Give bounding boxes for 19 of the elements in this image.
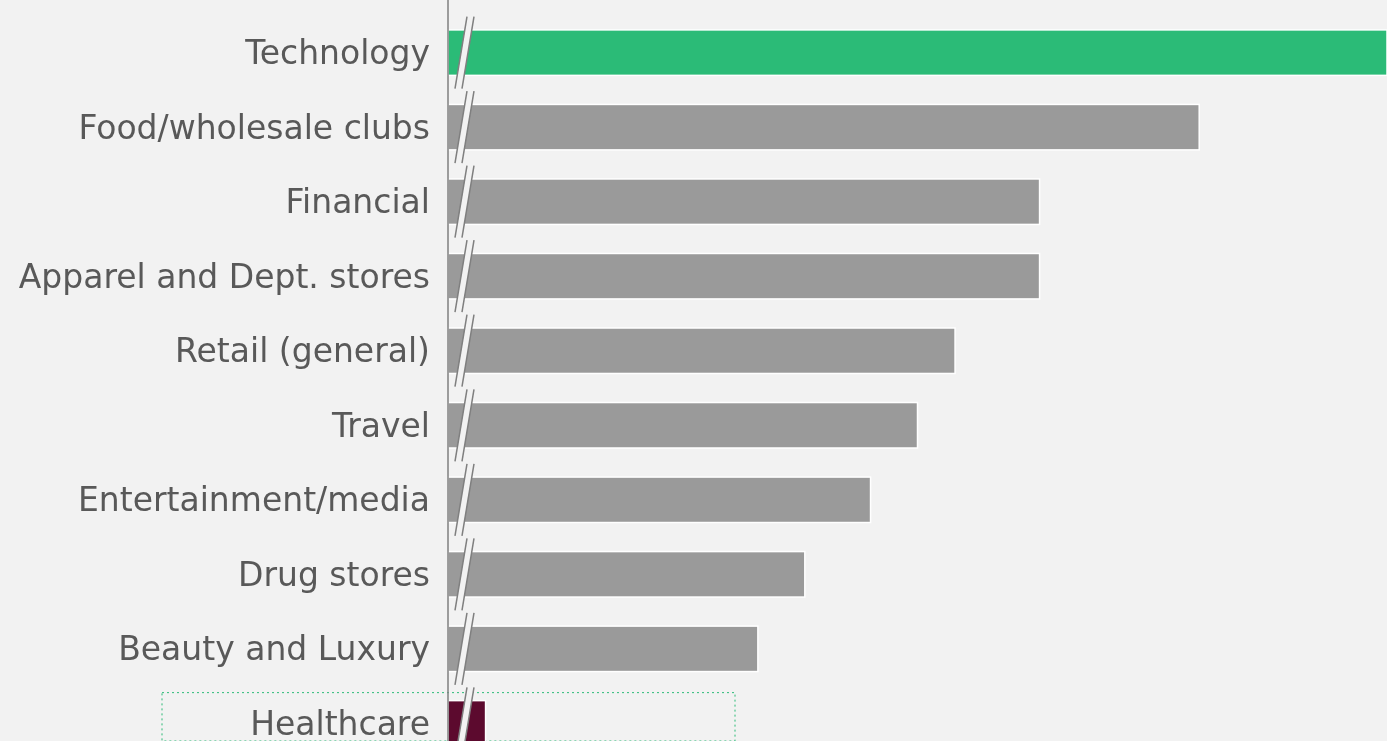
- y-tick-label: Travel: [330, 405, 430, 445]
- bar: [447, 476, 872, 524]
- bar: [447, 252, 1041, 300]
- bar: [447, 103, 1200, 151]
- y-tick-label: Beauty and Luxury: [118, 629, 430, 669]
- y-tick-label: Technology: [244, 33, 430, 73]
- bar: [447, 178, 1041, 226]
- bar: [447, 401, 919, 449]
- y-tick-label: Drug stores: [238, 554, 430, 594]
- y-tick-label: Food/wholesale clubs: [78, 107, 430, 147]
- bar: [447, 625, 759, 673]
- y-tick-label: Financial: [285, 182, 430, 222]
- y-tick-label: Apparel and Dept. stores: [18, 256, 430, 296]
- y-tick-label: Entertainment/media: [77, 480, 430, 520]
- y-tick-label: Retail (general): [175, 331, 430, 371]
- bar: [447, 550, 806, 598]
- y-tick-label: Healthcare: [250, 703, 430, 741]
- bar: [447, 327, 956, 375]
- bar: [447, 29, 1387, 77]
